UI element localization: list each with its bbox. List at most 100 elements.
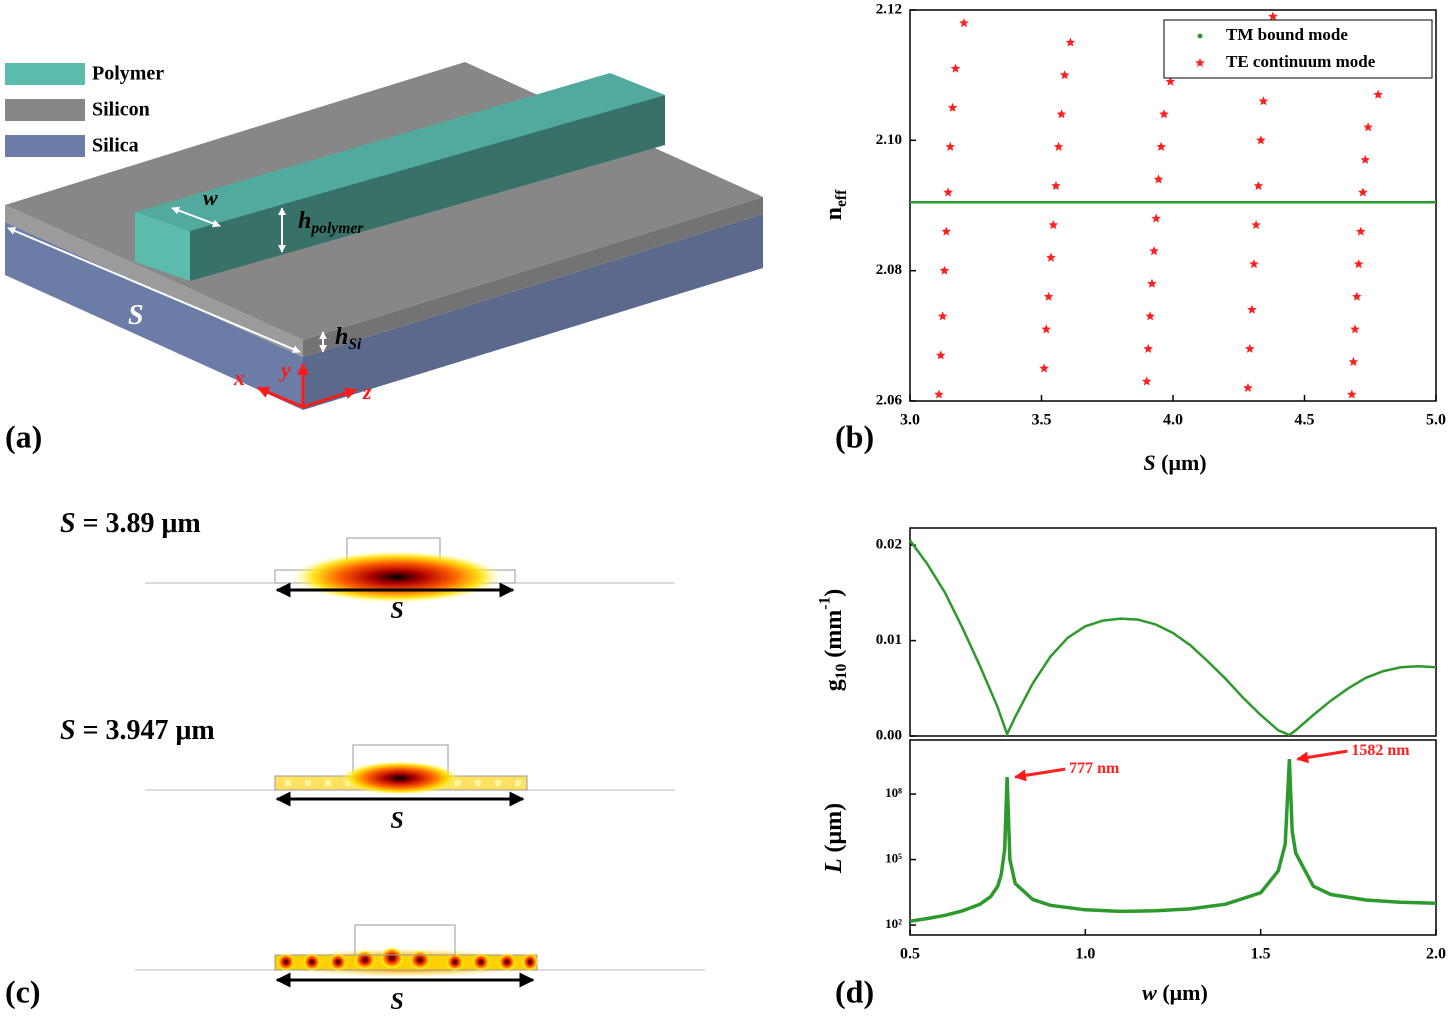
star-marker (1053, 141, 1064, 151)
waveguide-diagram (5, 62, 763, 410)
panel-label: (c) (5, 973, 41, 1009)
star-marker (939, 265, 950, 275)
series-line (909, 759, 1437, 923)
mode-title-part: S (60, 508, 76, 539)
h-si-label-part: Si (348, 336, 362, 353)
star-marker (1245, 343, 1255, 353)
star-marker (1347, 389, 1357, 399)
star-marker (1352, 291, 1362, 301)
x-axis-label: S (μm) (1143, 450, 1206, 475)
legend-marker (1195, 58, 1205, 67)
star-marker (947, 102, 958, 112)
legend-swatch (5, 135, 85, 157)
y-axis-label-part: -1 (816, 597, 833, 610)
y-axis-label-part: 10 (833, 663, 850, 679)
legend-label: Silicon (92, 99, 150, 121)
h-polymer-label-part: h (298, 208, 311, 234)
x-tick-label: 4.0 (1163, 412, 1183, 429)
x-axis-label-part: S (1143, 450, 1155, 475)
w-arrow (171, 206, 221, 228)
mode-field (292, 551, 502, 603)
star-marker (1247, 304, 1257, 314)
y-tick-label: 0.02 (876, 537, 902, 553)
x-tick-label: 4.5 (1295, 412, 1315, 429)
star-marker (1356, 226, 1366, 236)
panel-label: (d) (835, 973, 874, 1009)
star-marker (1253, 181, 1264, 190)
star-marker (1358, 187, 1368, 197)
star-marker (1039, 363, 1049, 373)
legend-label: Polymer (92, 63, 164, 85)
y-tick-label: 0.00 (876, 727, 902, 743)
x-axis-label-part: w (1142, 980, 1157, 1005)
polymer-top (135, 73, 665, 231)
star-marker (1348, 356, 1359, 366)
star-marker (1056, 109, 1067, 119)
legend-label: TM bound mode (1226, 25, 1348, 44)
star-marker (1065, 37, 1076, 47)
arrow-label: S (390, 598, 403, 624)
star-marker (1256, 135, 1266, 145)
star-marker (934, 389, 944, 399)
x-axis-label-part: (μm) (1156, 450, 1207, 475)
y-label: y (278, 357, 291, 382)
x-axis-arrow (256, 386, 304, 409)
y-tick-label: 10⁵ (885, 851, 902, 866)
star-marker (941, 226, 951, 236)
x-axis-label-part: (μm) (1157, 980, 1208, 1005)
mode-title-part: = 3.947 μm (76, 715, 215, 746)
y-axis-label: L (μm) (821, 803, 847, 874)
star-marker (1373, 89, 1383, 99)
x-tick-label: 3.0 (900, 412, 920, 429)
star-marker (1350, 324, 1360, 334)
z-label-part: z (362, 379, 372, 404)
y-tick-label: 2.06 (876, 392, 903, 408)
y-tick-label: 0.01 (876, 632, 902, 648)
star-marker (1046, 252, 1056, 262)
star-marker (1041, 324, 1051, 334)
panel-label: (b) (835, 418, 874, 454)
star-marker (1059, 70, 1070, 80)
y-axis-label-part: (μm) (821, 803, 847, 859)
y-tick-label: 10⁸ (885, 785, 902, 800)
star-marker (943, 187, 953, 197)
arrow-label-part: S (390, 989, 403, 1015)
x-tick-label: 0.5 (900, 946, 920, 963)
annotation-arrow (1013, 767, 1066, 782)
x-tick-label: 2.0 (1426, 946, 1446, 963)
mode-title-part: = 3.89 μm (76, 508, 201, 539)
arrow-label-part: S (390, 808, 403, 834)
star-marker (1147, 278, 1157, 288)
y-axis-label-part: L (821, 858, 847, 874)
y-axis-label-part: ) (821, 589, 847, 597)
x-tick-label: 5.0 (1426, 412, 1446, 429)
s-label-part: S (128, 300, 144, 331)
arrow-label-part: S (390, 598, 403, 624)
z-axis-arrow (302, 387, 358, 409)
star-marker (1048, 220, 1059, 230)
star-marker (1156, 141, 1166, 151)
mode-field (340, 761, 460, 795)
plot-frame (909, 739, 1437, 936)
annotation: 1582 nm (1351, 742, 1410, 759)
mode-title: S = 3.947 μm (60, 715, 215, 746)
star-marker (1143, 343, 1153, 353)
z-label: z (362, 379, 372, 404)
s-arrow (7, 227, 301, 353)
star-marker (1051, 181, 1061, 190)
legend-swatch (5, 99, 85, 121)
legend-marker (1197, 33, 1203, 39)
y-axis-label-part: (mm (821, 610, 847, 664)
y-axis-label-part: g (821, 679, 847, 691)
star-marker (1353, 259, 1364, 269)
y-tick-label: 2.10 (876, 132, 902, 148)
mode-profiles (135, 537, 705, 988)
star-marker (945, 141, 955, 151)
star-marker (1149, 246, 1159, 256)
h-polymer-label-part: polymer (309, 220, 364, 237)
h-polymer-label: hpolymer (298, 208, 364, 237)
y-tick-label: 2.12 (876, 1, 902, 17)
mode-title-part: S (60, 715, 76, 746)
star-marker (1251, 220, 1261, 230)
